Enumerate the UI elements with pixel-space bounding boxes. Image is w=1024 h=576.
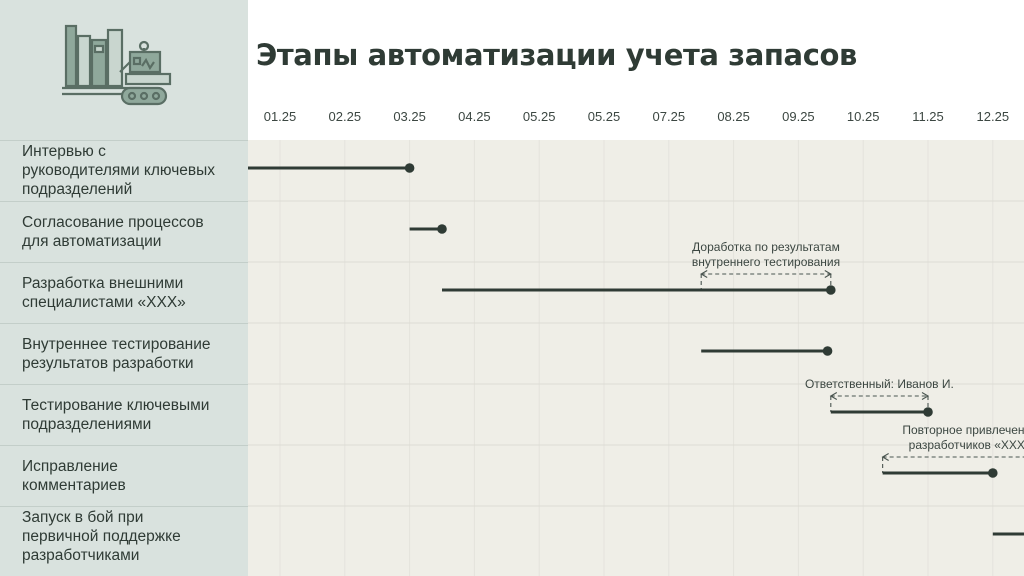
x-tick-label: 02.25 [329,109,362,124]
x-tick-label: 09.25 [782,109,815,124]
task-end-marker [822,346,833,356]
task-label: Интервью с руководителями ключевых подразд… [22,143,216,198]
row-separator [0,384,248,385]
x-tick-label: 05.25 [523,109,556,124]
annotation-label: Ответственный: Иванов И. [805,377,954,391]
warehouse-robot-icon [62,24,172,106]
annotation-label: Повторное привлечениеразработчиков «ХХХ» [902,423,1024,452]
x-tick-label: 01.25 [264,109,297,124]
task-end-marker [437,224,447,234]
x-tick-label: 03.25 [393,109,426,124]
row-separator [0,445,248,446]
x-tick-label: 08.25 [717,109,750,124]
task-end-marker [404,163,415,173]
x-tick-label: 10.25 [847,109,880,124]
x-tick-label: 05.25 [588,109,621,124]
annotation-label: Доработка по результатам внутреннего тест… [692,240,840,269]
row-separator [0,201,248,202]
row-separator [0,506,248,507]
row-separator [0,323,248,324]
x-tick-label: 11.25 [912,109,944,124]
plot-background [248,140,1024,576]
annotation-bracket [829,392,930,412]
task-label: Согласование процессов для автоматизации [22,213,204,250]
task-end-marker [988,468,998,478]
row-separator [0,262,248,263]
task-end-marker [826,285,836,295]
row-separator [0,140,248,141]
x-tick-label: 04.25 [458,109,491,124]
annotation-bracket [881,453,1024,473]
task-label: Тестирование ключевыми подразделениями [22,396,210,433]
page-title: Этапы автоматизации учета запасов [256,38,857,72]
annotation-bracket [700,270,832,290]
task-label: Внутреннее тестирование результатов разра… [22,335,211,372]
task-label: Запуск в бой при первичной поддержке разра… [22,509,181,564]
task-end-marker [923,407,933,417]
x-tick-label: 07.25 [653,109,686,124]
x-tick-label: 12.25 [977,109,1010,124]
task-label: Разработка внешними специалистами «ХХХ» [22,274,186,311]
task-label: Исправление комментариев [22,457,126,494]
